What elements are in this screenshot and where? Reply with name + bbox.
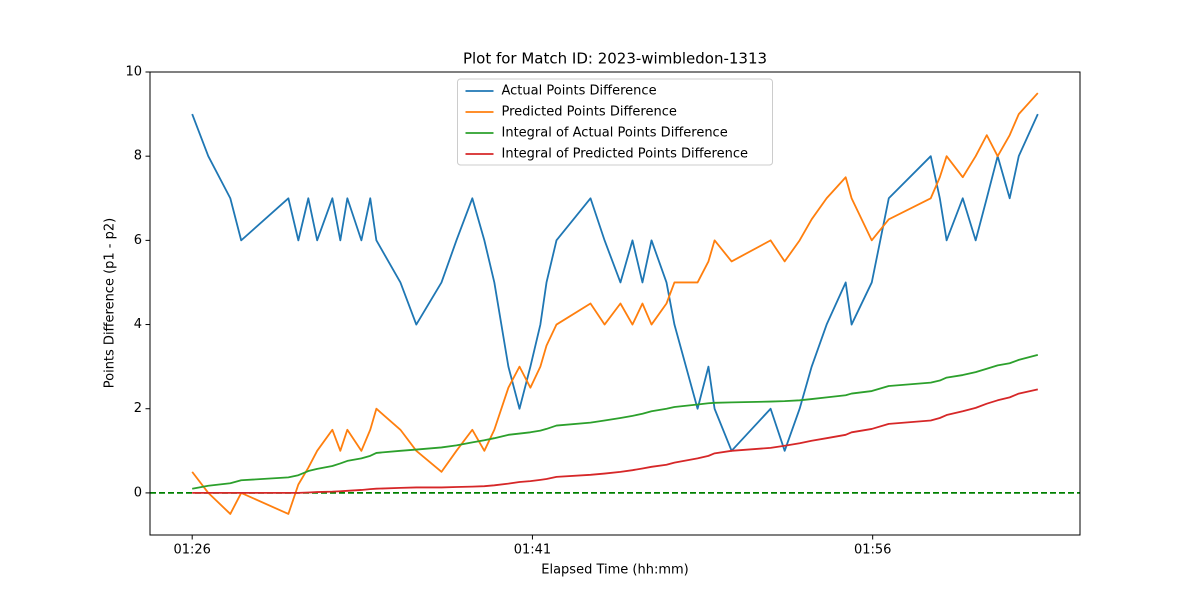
series-line (192, 388, 1039, 494)
y-tick-label: 8 (134, 149, 142, 164)
y-tick-label: 4 (134, 317, 142, 332)
legend-label: Integral of Actual Points Difference (502, 126, 728, 141)
plot-frame (149, 71, 1081, 536)
legend-label: Actual Points Difference (502, 84, 657, 99)
x-tick-label: 01:56 (854, 543, 891, 558)
y-axis-label: Points Difference (p1 - p2) (103, 218, 118, 388)
chart-title: Plot for Match ID: 2023-wimbledon-1313 (463, 50, 767, 68)
legend-box (457, 78, 773, 166)
series-line (191, 113, 1039, 452)
x-tick-label: 01:26 (173, 543, 210, 558)
legend-label: Predicted Points Difference (502, 105, 677, 120)
y-tick-label: 0 (134, 485, 142, 500)
series-line (192, 353, 1039, 490)
x-tick-label: 01:41 (514, 543, 551, 558)
y-tick-label: 2 (134, 401, 142, 416)
x-axis-label: Elapsed Time (hh:mm) (541, 563, 688, 578)
series-line (191, 92, 1039, 515)
y-tick-label: 10 (125, 65, 142, 80)
legend-label: Integral of Predicted Points Difference (502, 147, 749, 162)
y-tick-label: 6 (134, 233, 142, 248)
